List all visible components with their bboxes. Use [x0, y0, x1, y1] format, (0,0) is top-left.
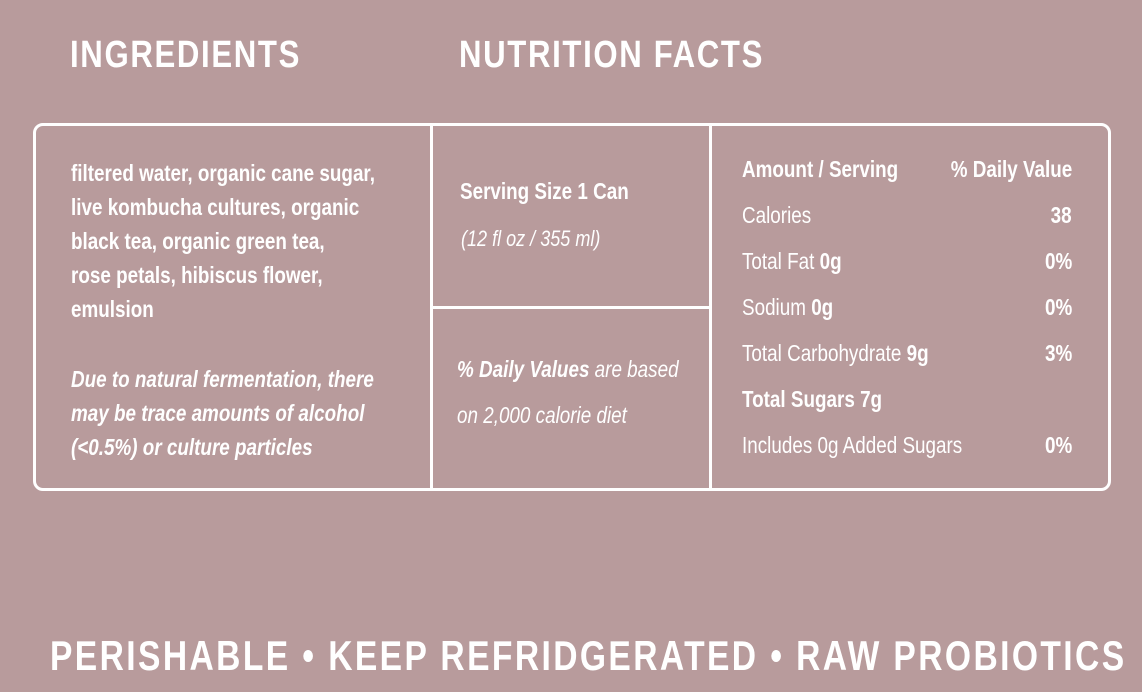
- nutrition-row-total-carbohydrate: Total Carbohydrate 9g 3%: [742, 340, 1072, 374]
- nutrient-label: Total Sugars 7g: [742, 386, 883, 412]
- daily-value-note-line-2: on 2,000 calorie diet: [457, 402, 627, 428]
- serving-size-volume: (12 fl oz / 355 ml): [461, 226, 601, 251]
- ingredients-line: emulsion: [71, 296, 154, 322]
- divider-vertical-2: [709, 126, 712, 488]
- ingredients-line: filtered water, organic cane sugar,: [71, 160, 375, 186]
- daily-values-bold: % Daily Values: [457, 356, 590, 382]
- nutrient-label: Sodium 0g: [742, 294, 834, 320]
- daily-value-note-line-1: % Daily Values are based: [457, 356, 679, 383]
- nutrient-label: Total Fat 0g: [742, 248, 842, 274]
- ingredients-line: live kombucha cultures, organic: [71, 194, 360, 220]
- divider-horizontal: [433, 306, 709, 309]
- nutrient-value: 0%: [1044, 432, 1072, 458]
- nutrient-value: 0%: [1044, 294, 1072, 320]
- nutrient-value: 38: [1051, 202, 1072, 228]
- nutrition-row-total-fat: Total Fat 0g 0%: [742, 248, 1072, 282]
- ingredients-heading: INGREDIENTS: [70, 34, 301, 76]
- nutrition-facts-heading: NUTRITION FACTS: [459, 34, 765, 76]
- note-line: Due to natural fermentation, there: [71, 366, 374, 392]
- storage-banner: PERISHABLE • KEEP REFRIDGERATED • RAW PR…: [50, 632, 1127, 679]
- nutrient-label: Total Carbohydrate 9g: [742, 340, 929, 366]
- note-line: may be trace amounts of alcohol: [71, 400, 365, 426]
- nutrition-row-added-sugars: Includes 0g Added Sugars 0%: [742, 432, 1072, 466]
- note-line: (<0.5%) or culture particles: [71, 434, 313, 460]
- ingredients-line: rose petals, hibiscus flower,: [71, 262, 323, 288]
- ingredients-line: black tea, organic green tea,: [71, 228, 325, 254]
- divider-vertical-1: [430, 126, 433, 488]
- nutrition-row-calories: Calories 38: [742, 202, 1072, 236]
- daily-values-rest: are based: [589, 356, 679, 382]
- nutrition-row-total-sugars: Total Sugars 7g: [742, 386, 1072, 420]
- nutrition-row-sodium: Sodium 0g 0%: [742, 294, 1072, 328]
- amount-per-serving-header: Amount / Serving: [742, 156, 899, 182]
- label-panel: filtered water, organic cane sugar, live…: [33, 123, 1111, 491]
- daily-value-header: % Daily Value: [950, 156, 1072, 182]
- nutrient-label: Includes 0g Added Sugars: [742, 432, 963, 458]
- nutrition-header-row: Amount / Serving % Daily Value: [742, 156, 1072, 190]
- serving-size: Serving Size 1 Can: [460, 178, 629, 204]
- nutrient-label: Calories: [742, 202, 812, 228]
- nutrient-value: 3%: [1044, 340, 1072, 366]
- nutrient-value: 0%: [1044, 248, 1072, 274]
